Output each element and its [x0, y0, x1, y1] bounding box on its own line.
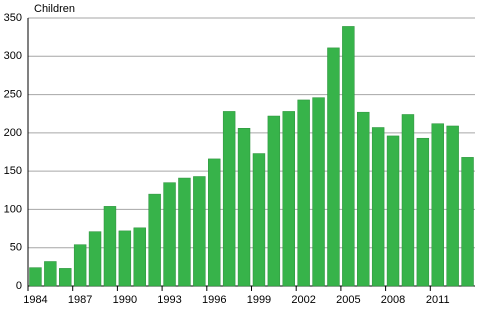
x-tick-label: 1996 — [202, 294, 226, 306]
bar — [297, 99, 310, 287]
x-tick-label: 2008 — [381, 294, 405, 306]
bar — [267, 115, 281, 287]
bar — [133, 227, 146, 287]
bar — [208, 158, 221, 287]
bar — [357, 111, 370, 287]
bar — [103, 206, 117, 287]
y-tick-label: 250 — [4, 88, 22, 100]
bar — [431, 123, 444, 287]
bar — [59, 268, 72, 287]
x-tick-label: 2002 — [291, 294, 315, 306]
y-tick-label: 100 — [4, 203, 22, 215]
y-tick-label: 300 — [4, 50, 22, 62]
bar — [401, 114, 415, 287]
bar — [312, 97, 325, 287]
bar — [386, 135, 400, 287]
y-tick-label: 150 — [4, 165, 22, 177]
bar — [222, 111, 236, 287]
x-tick-label: 1984 — [23, 294, 47, 306]
y-tick-label: 200 — [4, 127, 22, 139]
bar — [446, 125, 459, 287]
bar — [327, 47, 340, 287]
bar — [178, 177, 191, 287]
bar — [252, 153, 266, 287]
x-tick-label: 1987 — [68, 294, 92, 306]
bar — [148, 193, 161, 287]
bar — [416, 137, 430, 287]
bar — [88, 231, 102, 287]
bar — [73, 244, 87, 287]
bar — [371, 127, 385, 287]
x-tick-label: 1999 — [247, 294, 271, 306]
y-axis-label: Children — [34, 3, 75, 15]
x-tick-label: 2011 — [426, 294, 450, 306]
x-tick-label: 2005 — [336, 294, 360, 306]
bar — [193, 176, 206, 287]
y-tick-label: 50 — [10, 242, 22, 254]
bar — [237, 128, 251, 287]
bar — [118, 230, 132, 287]
bar — [342, 26, 355, 287]
bar — [44, 261, 57, 287]
bar — [163, 182, 176, 287]
x-tick-label: 1990 — [113, 294, 137, 306]
bar — [461, 157, 474, 287]
bar — [29, 267, 42, 287]
bar — [282, 111, 295, 287]
x-tick-label: 1993 — [157, 294, 181, 306]
y-tick-label: 0 — [16, 280, 22, 292]
y-tick-label: 350 — [4, 12, 22, 24]
